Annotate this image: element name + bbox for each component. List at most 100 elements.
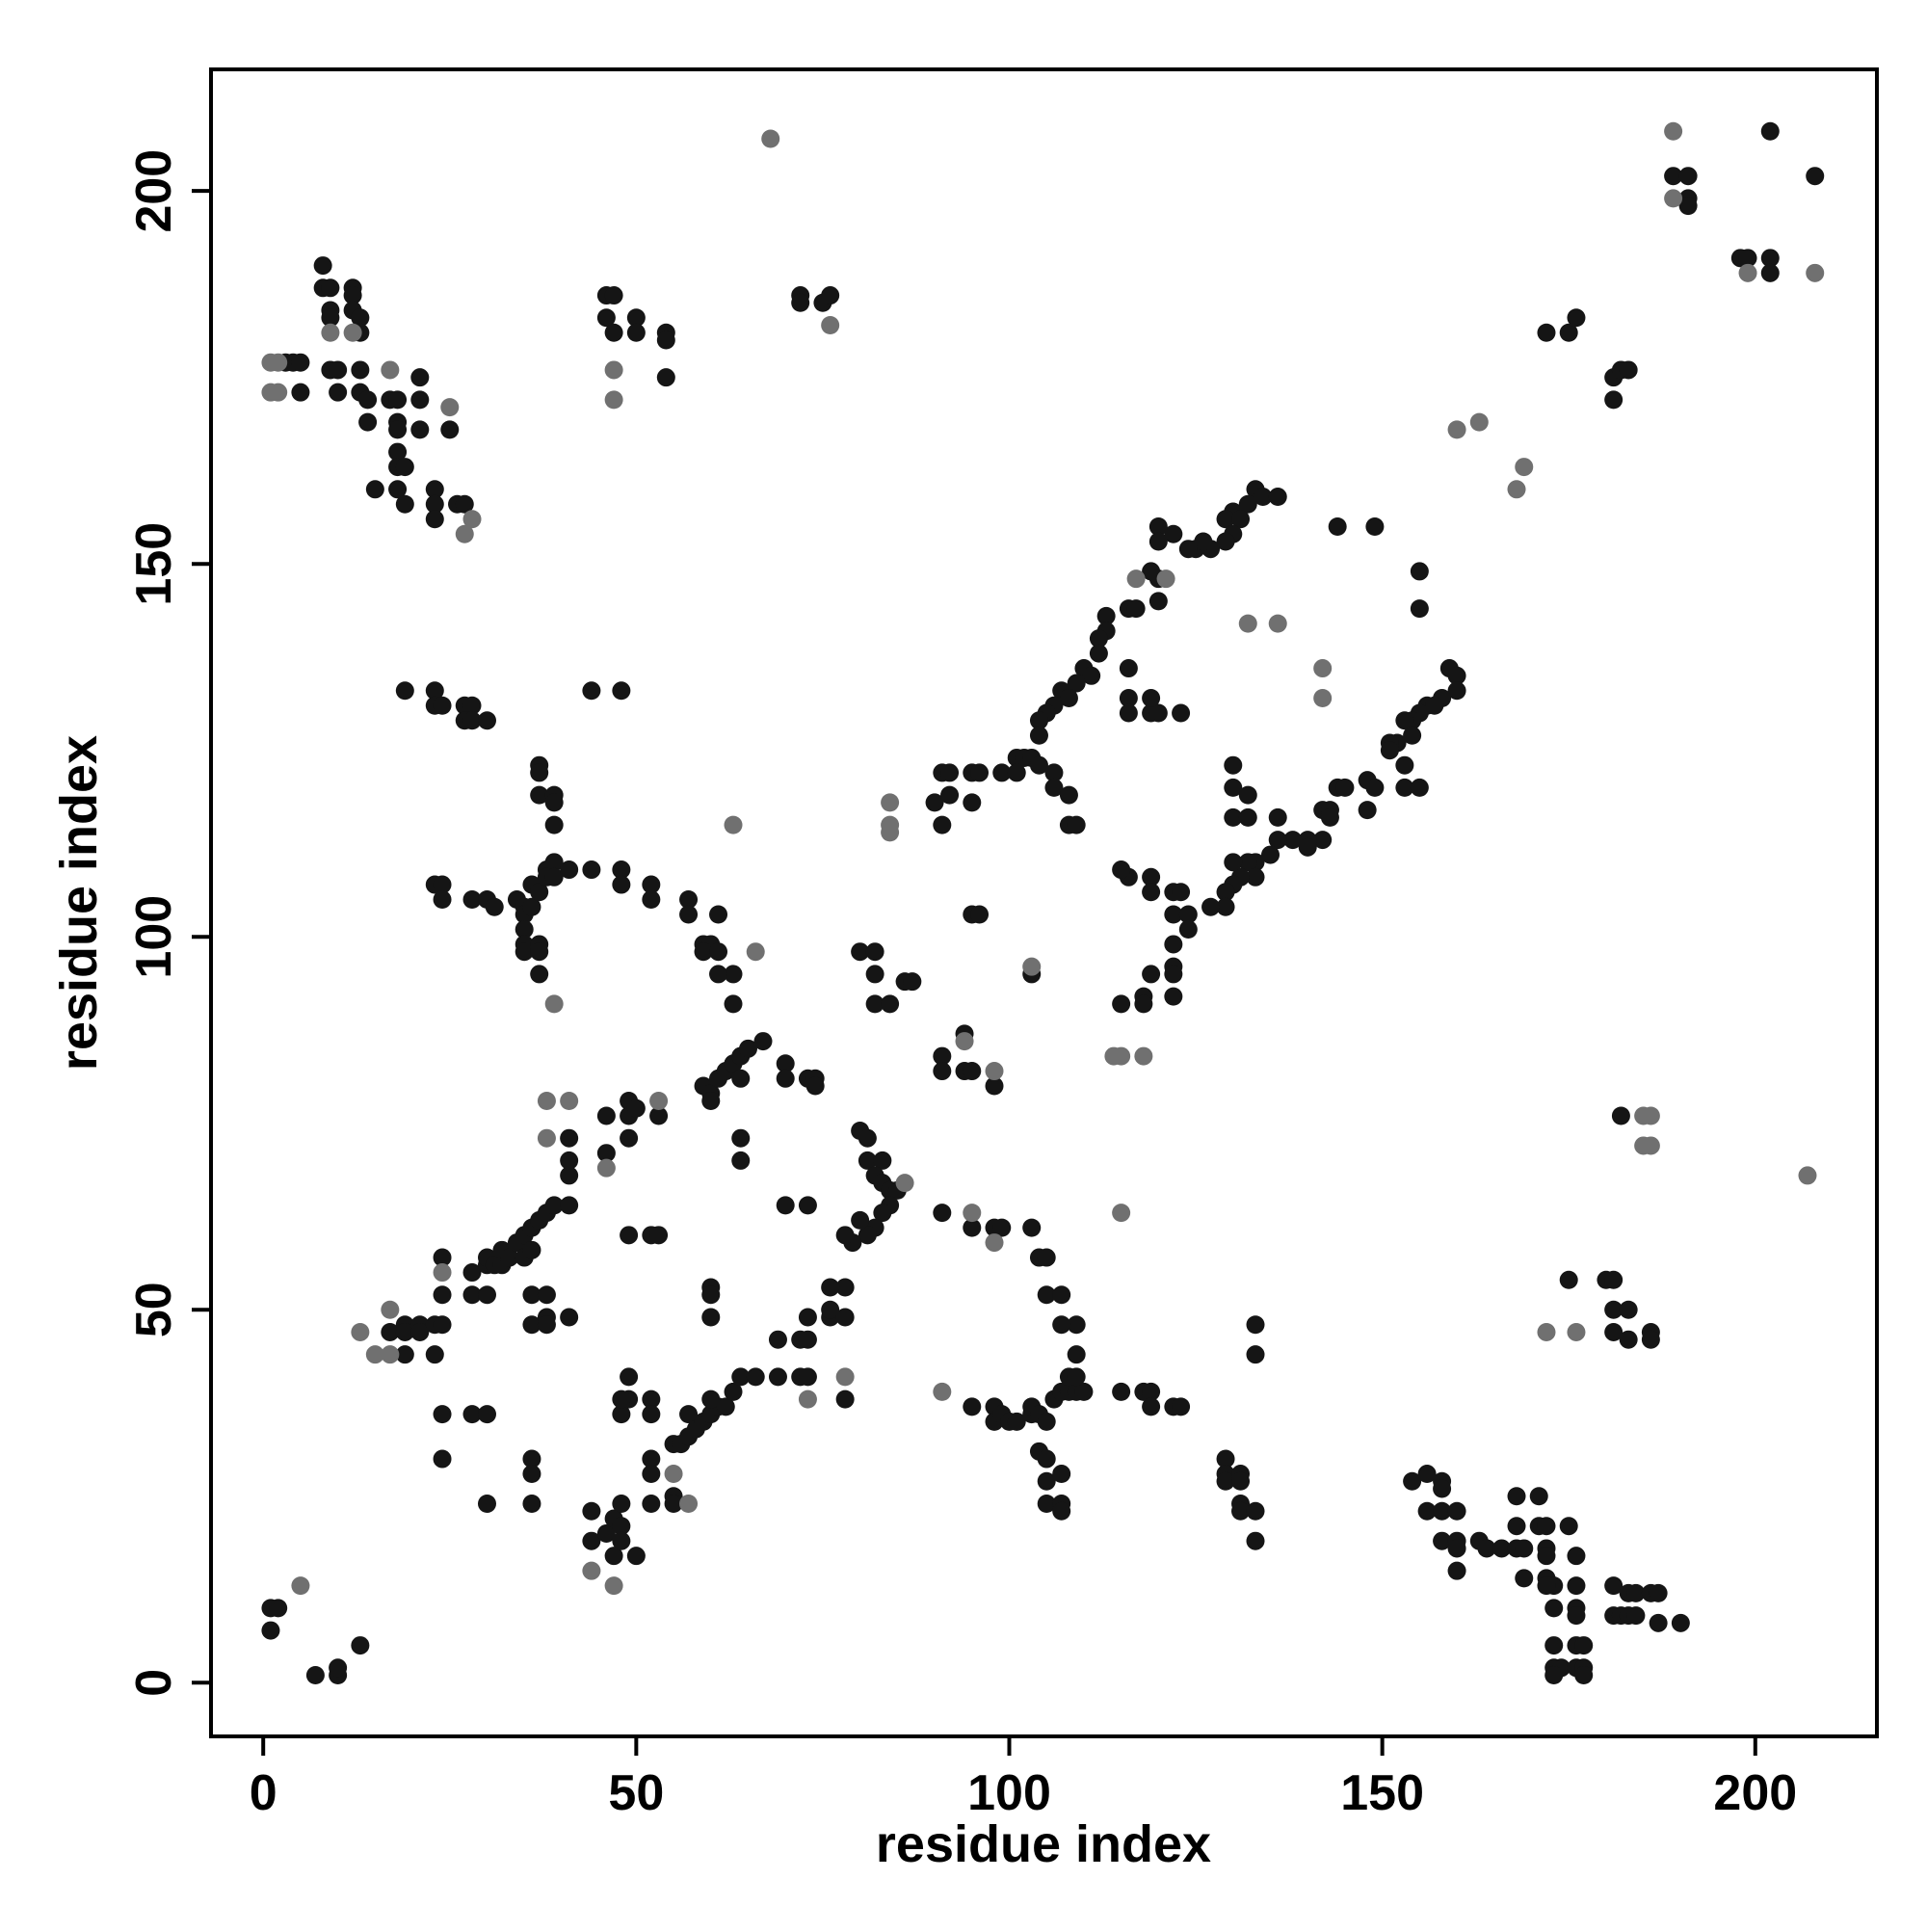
point bbox=[1447, 420, 1466, 439]
point bbox=[530, 785, 549, 805]
point bbox=[1044, 778, 1064, 797]
point bbox=[596, 1523, 616, 1543]
point bbox=[477, 1285, 496, 1305]
point bbox=[970, 763, 990, 782]
point bbox=[455, 524, 474, 543]
point bbox=[462, 1285, 482, 1305]
point bbox=[1142, 1397, 1161, 1416]
point bbox=[865, 942, 884, 962]
point bbox=[1172, 1397, 1191, 1416]
point bbox=[1164, 965, 1183, 984]
point bbox=[992, 1218, 1012, 1237]
point bbox=[582, 1531, 601, 1550]
point bbox=[462, 1405, 482, 1424]
point bbox=[1089, 644, 1108, 663]
point bbox=[821, 315, 840, 334]
point bbox=[1238, 785, 1257, 805]
point bbox=[865, 994, 884, 1014]
point bbox=[477, 711, 496, 730]
point bbox=[1231, 1501, 1251, 1521]
point bbox=[433, 1405, 452, 1424]
point bbox=[626, 1098, 646, 1118]
point bbox=[798, 1330, 817, 1349]
point bbox=[1224, 853, 1243, 872]
point bbox=[1447, 666, 1466, 685]
x-tick-label: 150 bbox=[1340, 1765, 1424, 1821]
point bbox=[895, 1174, 914, 1193]
point bbox=[1037, 1285, 1056, 1305]
point bbox=[291, 353, 310, 372]
point bbox=[425, 494, 444, 514]
y-tick-label: 50 bbox=[126, 1282, 182, 1337]
point bbox=[343, 323, 362, 342]
point bbox=[1007, 1412, 1026, 1431]
point bbox=[1544, 1599, 1564, 1618]
point bbox=[530, 883, 549, 902]
point bbox=[1224, 755, 1243, 775]
point bbox=[1447, 681, 1466, 701]
point bbox=[1395, 711, 1414, 730]
point bbox=[1760, 249, 1780, 268]
point bbox=[940, 785, 960, 805]
point bbox=[462, 1263, 482, 1283]
point bbox=[1112, 1382, 1131, 1401]
point bbox=[1403, 726, 1422, 745]
point bbox=[1649, 1613, 1668, 1632]
point bbox=[1142, 965, 1161, 984]
point bbox=[455, 494, 474, 514]
point bbox=[1395, 778, 1414, 797]
point bbox=[1172, 883, 1191, 902]
point bbox=[1052, 1501, 1071, 1521]
point bbox=[425, 510, 444, 529]
point bbox=[1268, 807, 1287, 827]
point bbox=[701, 1389, 721, 1409]
point bbox=[933, 1204, 952, 1223]
point bbox=[351, 360, 370, 380]
point bbox=[381, 1322, 400, 1341]
point bbox=[425, 1345, 444, 1364]
point bbox=[642, 1465, 661, 1484]
point bbox=[1365, 778, 1385, 797]
point bbox=[582, 860, 601, 880]
point bbox=[768, 1367, 787, 1387]
y-tick-label: 200 bbox=[126, 149, 182, 233]
point bbox=[381, 1345, 400, 1364]
point bbox=[1469, 412, 1489, 432]
point bbox=[1052, 1315, 1071, 1335]
point bbox=[351, 1636, 370, 1655]
point bbox=[1268, 614, 1287, 633]
point bbox=[1044, 763, 1064, 782]
point bbox=[1313, 689, 1333, 708]
point bbox=[1515, 1569, 1534, 1588]
point bbox=[1738, 263, 1757, 282]
point bbox=[642, 875, 661, 894]
point bbox=[738, 1039, 757, 1058]
point bbox=[881, 815, 900, 834]
plot-frame bbox=[209, 67, 1879, 1738]
point bbox=[1142, 1382, 1161, 1401]
point bbox=[1067, 1367, 1086, 1387]
point bbox=[269, 1599, 288, 1618]
point bbox=[1664, 167, 1683, 186]
point bbox=[1067, 1345, 1086, 1364]
point bbox=[1254, 488, 1273, 507]
point bbox=[1238, 807, 1257, 827]
point bbox=[1574, 1666, 1594, 1685]
x-axis-title: residue index bbox=[876, 1815, 1211, 1873]
point bbox=[410, 420, 430, 439]
point bbox=[544, 815, 564, 834]
point bbox=[1201, 897, 1221, 916]
point bbox=[1260, 845, 1280, 864]
point bbox=[642, 1449, 661, 1469]
x-tick-label: 0 bbox=[250, 1765, 277, 1821]
point bbox=[679, 890, 699, 910]
point bbox=[388, 420, 408, 439]
point bbox=[1417, 1501, 1437, 1521]
point bbox=[1119, 659, 1138, 678]
point bbox=[1074, 1382, 1094, 1401]
point bbox=[701, 1285, 721, 1305]
point bbox=[620, 1367, 639, 1387]
point bbox=[1029, 755, 1048, 775]
point bbox=[1320, 807, 1339, 827]
point bbox=[664, 1494, 683, 1513]
